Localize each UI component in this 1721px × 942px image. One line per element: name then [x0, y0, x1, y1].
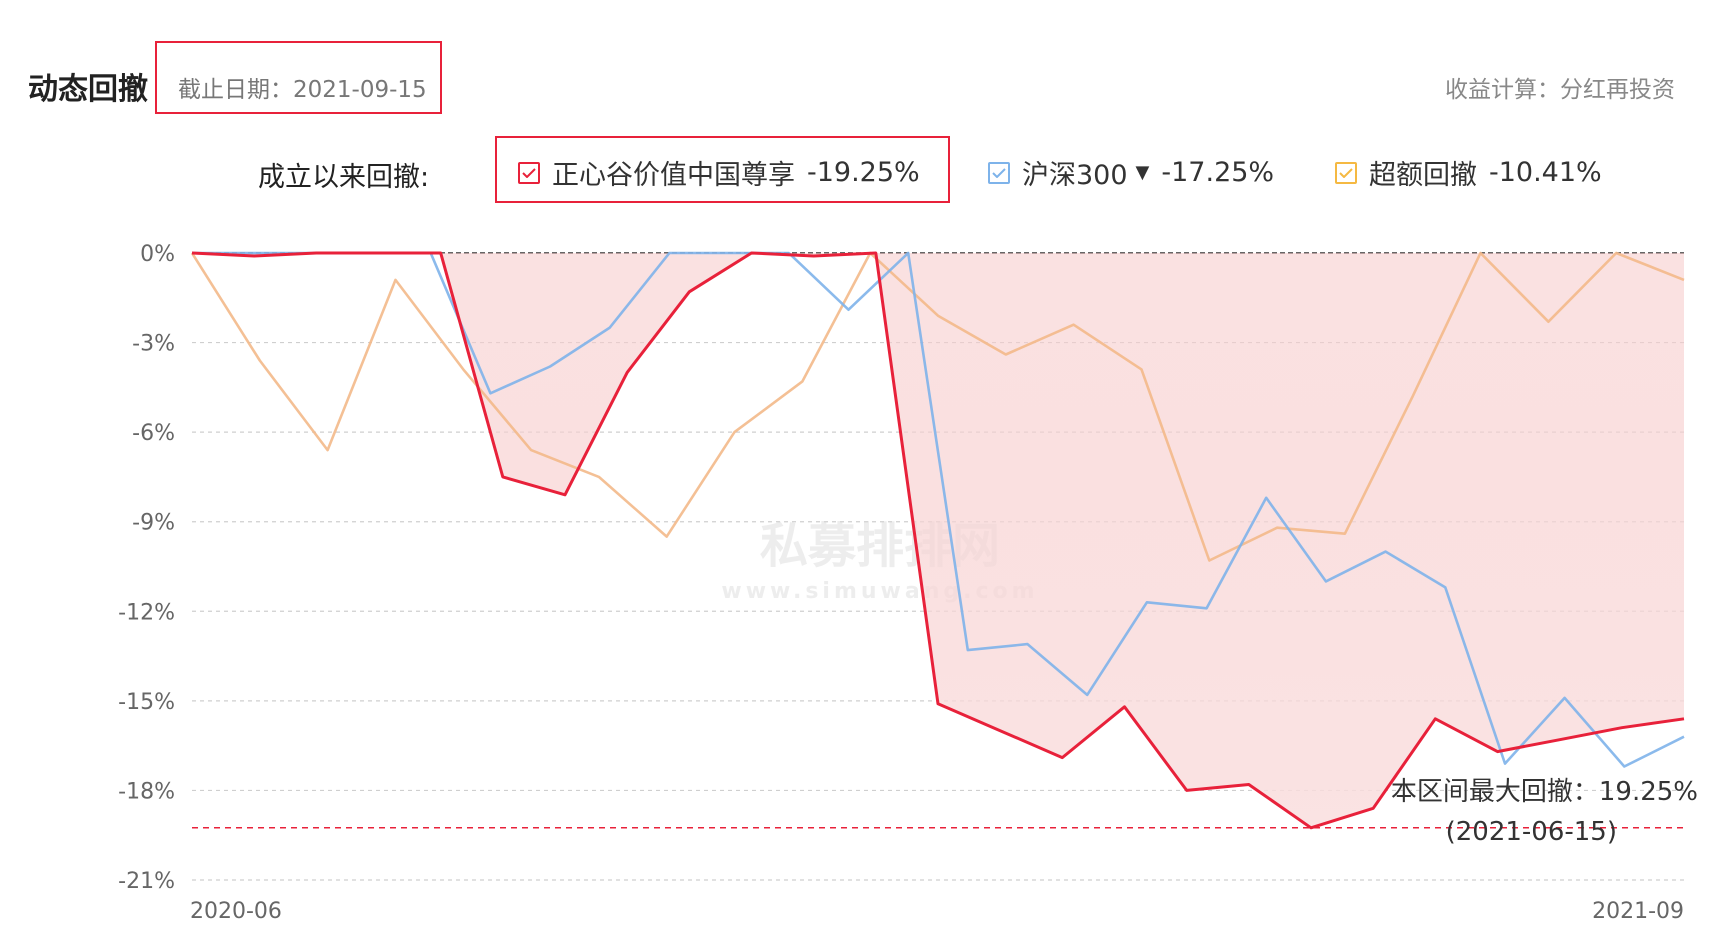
y-axis: 0% -3% -6% -9% -12% -15% -18% -21%: [118, 242, 175, 894]
y-tick-label: -21%: [118, 869, 175, 894]
series-line-2: [190, 251, 1685, 562]
legend-item-value: -19.25%: [807, 157, 920, 188]
x-tick-label: 2020-06: [190, 899, 282, 924]
as-of-date: 截止日期：2021-09-15: [178, 77, 427, 103]
checkbox-icon[interactable]: [988, 161, 1010, 184]
legend-label: 成立以来回撤:: [258, 162, 430, 193]
legend-item-name: 超额回撤: [1369, 160, 1477, 191]
legend-item-fund[interactable]: 正心谷价值中国尊享 -19.25%: [518, 153, 920, 192]
legend-item-value: -17.25%: [1161, 157, 1275, 188]
legend-item-name: 沪深300: [1022, 160, 1128, 191]
highlight-box-legend: [495, 136, 950, 203]
y-tick-label: -18%: [118, 779, 175, 804]
x-tick-label: 2021-09: [1592, 899, 1684, 924]
annotation-layer: 本区间最大回撤：19.25% (2021-06-15): [192, 777, 1698, 847]
series-layer: [190, 251, 1685, 830]
max-drawdown-date: (2021-06-15): [1446, 817, 1617, 847]
legend-item-csi300[interactable]: 沪深300 ▼ -17.25%: [988, 153, 1274, 192]
y-tick-label: -9%: [132, 511, 175, 536]
series-line-0: [191, 251, 1685, 830]
y-tick-label: -12%: [118, 600, 175, 625]
fund-drawdown-area: [192, 253, 1684, 828]
checkbox-icon[interactable]: [1335, 161, 1357, 184]
checkbox-icon[interactable]: [518, 161, 540, 184]
legend-item-excess[interactable]: 超额回撤 -10.41%: [1335, 153, 1602, 192]
page-title: 动态回撤: [28, 72, 148, 107]
legend-item-value: -10.41%: [1489, 157, 1602, 188]
y-tick-label: -6%: [132, 421, 175, 446]
legend-item-name: 正心谷价值中国尊享: [552, 160, 795, 191]
y-tick-label: -15%: [118, 690, 175, 715]
series-line-1: [192, 251, 1685, 768]
max-drawdown-label: 本区间最大回撤：19.25%: [1391, 777, 1698, 807]
y-tick-label: -3%: [132, 332, 175, 357]
highlight-box-date: [155, 41, 442, 114]
yield-calc-label: 收益计算：分红再投资: [1445, 77, 1675, 103]
dropdown-caret-icon[interactable]: ▼: [1135, 162, 1150, 183]
y-tick-label: 0%: [140, 242, 175, 267]
x-axis: 2020-06 2021-09: [190, 899, 1684, 924]
